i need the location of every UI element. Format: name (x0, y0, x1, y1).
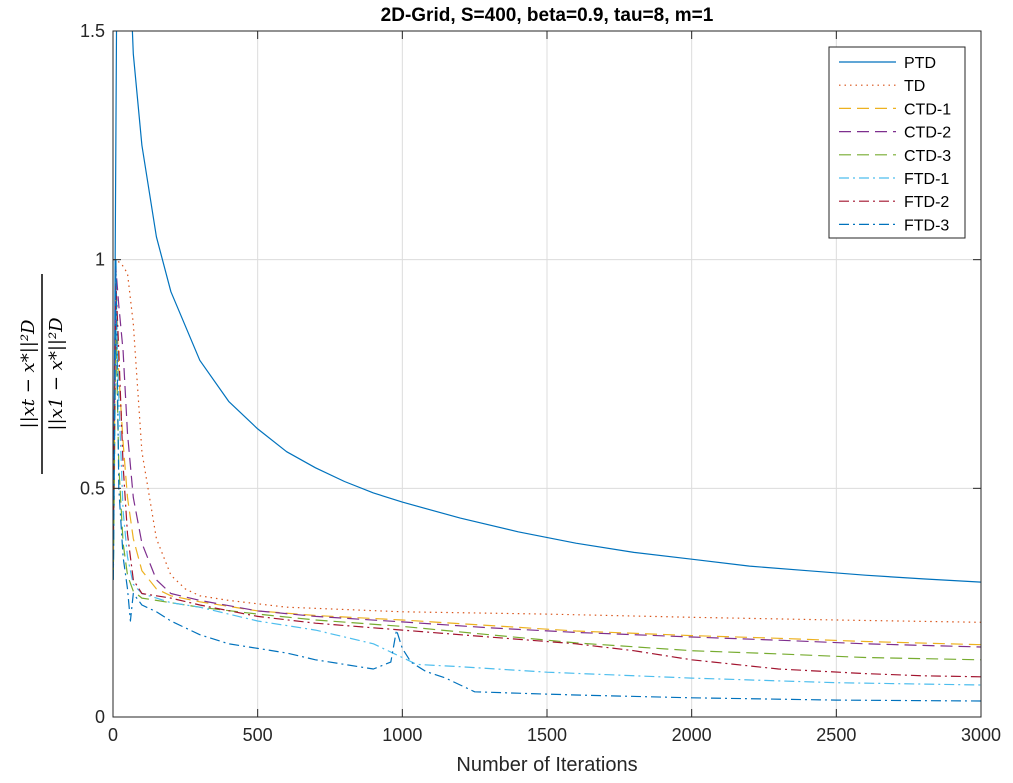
legend: PTD TD CTD-1 CTD-2 CTD-3 FTD-1 FTD-2 FTD-3 (828, 46, 966, 239)
x-tick-label: 1500 (527, 725, 567, 745)
legend-label-ptd: PTD (904, 55, 936, 72)
axis-ticks (112, 30, 982, 718)
x-tick-label: 0 (108, 725, 118, 745)
y-tick-label: 1 (95, 250, 105, 270)
series-line-ftd-3 (113, 259, 981, 702)
series-line-ctd-1 (113, 281, 981, 646)
legend-label-ctd-1: CTD-1 (904, 101, 951, 118)
y-axis-label-numerator: ||xt − x*||²D (18, 319, 39, 429)
x-tick-label: 3000 (961, 725, 1001, 745)
legend-label-ctd-2: CTD-2 (904, 125, 951, 142)
grid-lines (113, 31, 981, 717)
y-tick-label: 1.5 (80, 21, 105, 41)
legend-label-td: TD (904, 78, 925, 95)
x-axis-label: Number of Iterations (456, 754, 637, 776)
x-tick-label: 2000 (672, 725, 712, 745)
y-tick-label: 0.5 (80, 478, 105, 498)
series-line-ftd-1 (113, 304, 981, 686)
series-line-ctd-2 (113, 268, 981, 648)
legend-label-ctd-3: CTD-3 (904, 148, 951, 165)
series-line-ptd (113, 31, 981, 583)
x-tick-label: 1000 (382, 725, 422, 745)
series-layer (113, 31, 981, 702)
y-tick-labels: 0 0.5 1 1.5 (80, 21, 105, 727)
x-tick-label: 500 (243, 725, 273, 745)
series-line-ftd-2 (113, 281, 981, 678)
legend-label-ftd-2: FTD-2 (904, 194, 949, 211)
y-tick-label: 0 (95, 707, 105, 727)
legend-label-ftd-3: FTD-3 (904, 217, 949, 234)
x-tick-label: 2500 (816, 725, 856, 745)
legend-box (828, 46, 966, 239)
x-tick-labels: 0 500 1000 1500 2000 2500 3000 (108, 725, 1001, 745)
y-axis-label: ||xt − x*||²D ||x1 − x*||²D (18, 274, 67, 474)
y-axis-label-denominator: ||x1 − x*||²D (46, 317, 67, 431)
legend-label-ftd-1: FTD-1 (904, 171, 949, 188)
chart-title: 2D-Grid, S=400, beta=0.9, tau=8, m=1 (381, 5, 714, 26)
